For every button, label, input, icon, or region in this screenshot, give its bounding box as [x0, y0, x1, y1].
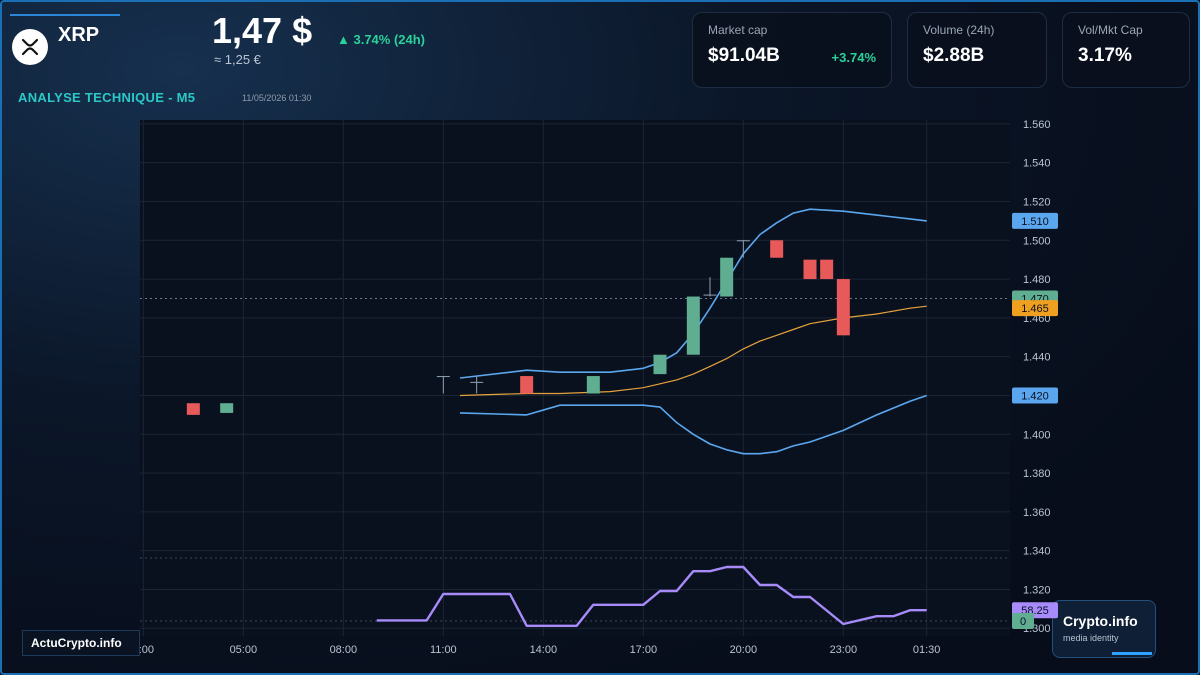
stat-card-market-cap: Market cap $91.04B +3.74% [692, 12, 892, 88]
chart-background [140, 120, 1010, 636]
price-label-text: 1.420 [1021, 390, 1049, 402]
brand-badge-right: Crypto.info media identity [1052, 600, 1156, 658]
candle-down [820, 259, 834, 280]
price-axis-label: 1.420 [1012, 387, 1058, 404]
candle-up [720, 257, 734, 297]
x-tick-label: 14:00 [530, 644, 558, 656]
candle-down [803, 259, 817, 280]
y-tick-label: 1.520 [1023, 196, 1051, 208]
xrp-logo [12, 29, 48, 65]
stat-value: 3.17% [1078, 45, 1132, 66]
x-tick-label: 23:00 [830, 644, 858, 656]
x-tick-label: 08:00 [330, 644, 358, 656]
x-tick-label: 05:00 [230, 644, 258, 656]
price-label-text: 1.510 [1021, 216, 1049, 228]
y-tick-label: 1.340 [1023, 546, 1051, 558]
candle-down [770, 240, 784, 258]
y-tick-label: 1.540 [1023, 158, 1051, 170]
price-label-box [1012, 300, 1058, 317]
header-accent [10, 14, 120, 62]
y-tick-label: 1.400 [1023, 429, 1051, 441]
candle-up [220, 403, 234, 413]
candle-down [836, 279, 850, 336]
y-tick-label: 1.500 [1023, 235, 1051, 247]
y-tick-label: 1.440 [1023, 352, 1051, 364]
asset-price-eur: ≈ 1,25 € [214, 52, 261, 67]
stat-label: Volume (24h) [923, 23, 995, 37]
analysis-title: ANALYSE TECHNIQUE - M5 [18, 90, 196, 105]
price-label-box [1012, 387, 1058, 404]
stat-card-vol-mkt-cap: Vol/Mkt Cap 3.17% [1062, 12, 1190, 88]
zero-label-box [1012, 613, 1034, 629]
candle-up [653, 354, 667, 375]
asset-price: 1,47 $ [212, 10, 313, 51]
candle-up [703, 294, 717, 296]
price-label-box [1012, 212, 1058, 229]
candle-up [436, 376, 450, 378]
stat-label: Vol/Mkt Cap [1078, 23, 1143, 37]
candle-up [736, 240, 750, 242]
price-change-24h: ▲ 3.74% (24h) [337, 32, 426, 47]
price-label-text: 1.465 [1021, 303, 1049, 315]
brand-badge-left: ActuCrypto.info [22, 630, 140, 656]
y-tick-label: 1.320 [1023, 584, 1051, 596]
price-axis-label: 1.465 [1012, 300, 1058, 317]
stat-card-volume: Volume (24h) $2.88B [907, 12, 1047, 88]
y-tick-label: 1.360 [1023, 507, 1051, 519]
candle-down [520, 376, 534, 394]
x-tick-label: 11:00 [430, 644, 457, 656]
asset-symbol: XRP [58, 24, 100, 46]
stat-value: $2.88B [923, 45, 985, 66]
y-tick-label: 1.560 [1023, 119, 1051, 131]
glow-accent [1112, 652, 1152, 655]
candle-up [686, 296, 700, 355]
x-tick-label: 17:00 [630, 644, 658, 656]
stat-label: Market cap [708, 23, 768, 37]
y-tick-label: 1.380 [1023, 468, 1051, 480]
candle-down [186, 403, 200, 415]
brand-tagline: media identity [1063, 633, 1119, 643]
price-axis-label: 1.510 [1012, 212, 1058, 229]
stat-change: +3.74% [831, 50, 876, 65]
stat-value: $91.04B [708, 45, 780, 66]
bollinger-lower-line [459, 394, 927, 455]
xrp-icon [21, 38, 39, 56]
candle-up [470, 381, 484, 383]
brand-name: Crypto.info [1063, 613, 1138, 629]
analysis-date: 11/05/2026 01:30 [242, 93, 312, 103]
candle-up [586, 376, 600, 394]
y-tick-label: 1.480 [1023, 274, 1051, 286]
x-tick-label: 20:00 [730, 644, 758, 656]
zero-label-text: 0 [1020, 616, 1026, 628]
x-tick-label: 01:30 [913, 644, 941, 656]
rsi-line [376, 565, 927, 627]
